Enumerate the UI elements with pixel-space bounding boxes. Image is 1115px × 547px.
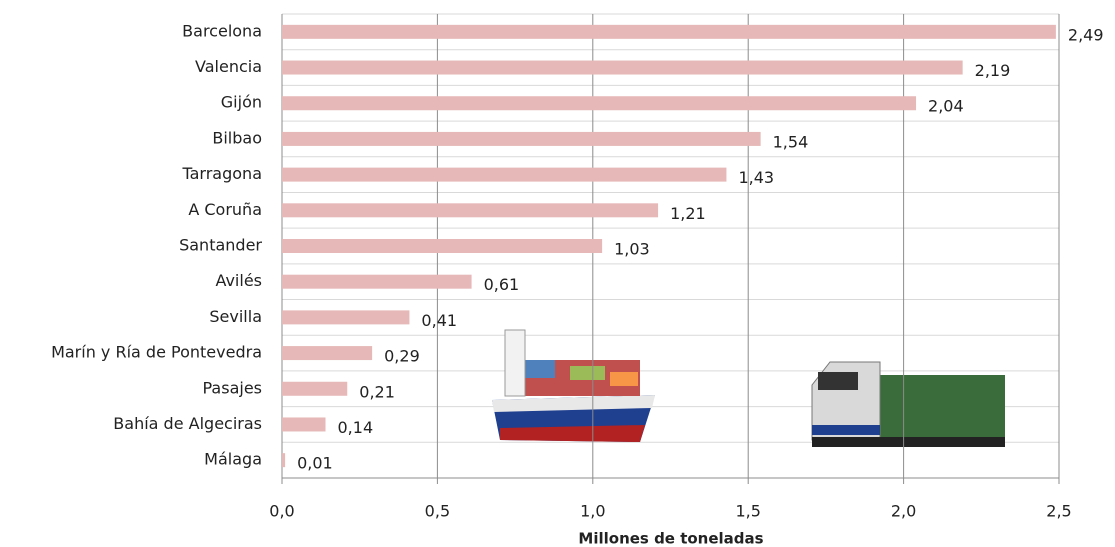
y-tick-label: Bilbao — [212, 128, 262, 147]
x-axis-title: Millones de toneladas — [578, 530, 763, 547]
y-tick-label: Málaga — [204, 450, 262, 469]
bar — [282, 131, 761, 146]
bar — [282, 274, 472, 289]
bar — [282, 167, 727, 182]
bar — [282, 24, 1056, 39]
value-label: 2,49 — [1068, 25, 1104, 44]
value-label: 1,03 — [614, 240, 650, 259]
y-tick-label: Gijón — [221, 93, 262, 112]
value-label: 0,01 — [297, 454, 333, 473]
bar — [282, 96, 917, 111]
y-tick-label: Marín y Ría de Pontevedra — [51, 343, 262, 362]
bar — [282, 346, 373, 361]
bar — [282, 203, 659, 218]
x-tick-label: 1,0 — [580, 502, 605, 521]
y-tick-label: Sevilla — [209, 307, 262, 326]
value-label: 0,21 — [359, 382, 395, 401]
y-tick-label: Tarragona — [182, 164, 263, 183]
x-tick-label: 0,0 — [269, 502, 294, 521]
train-picture — [811, 361, 1005, 447]
x-tick-label: 0,5 — [425, 502, 450, 521]
y-tick-label: Barcelona — [182, 21, 262, 40]
value-label: 0,29 — [384, 347, 420, 366]
value-label: 0,61 — [484, 275, 520, 294]
value-label: 1,43 — [738, 168, 774, 187]
bar — [282, 417, 326, 432]
x-tick-label: 1,5 — [735, 502, 760, 521]
ship-picture — [492, 329, 655, 442]
value-label: 2,19 — [975, 61, 1011, 80]
value-label: 0,41 — [421, 311, 457, 330]
bar — [282, 60, 963, 75]
y-tick-label: Santander — [179, 236, 262, 255]
x-tick-label: 2,0 — [891, 502, 916, 521]
value-label: 1,21 — [670, 204, 706, 223]
y-tick-label: Bahía de Algeciras — [113, 414, 262, 433]
bar — [282, 239, 603, 253]
x-tick-label: 2,5 — [1046, 502, 1071, 521]
bar — [282, 381, 348, 396]
value-label: 1,54 — [773, 132, 809, 151]
value-label: 2,04 — [928, 97, 964, 116]
y-tick-label: Pasajes — [203, 378, 263, 397]
value-label: 0,14 — [338, 418, 374, 437]
bar — [282, 453, 286, 468]
y-tick-label: A Coruña — [188, 200, 262, 219]
bar — [282, 310, 410, 325]
y-tick-label: Valencia — [195, 57, 262, 76]
y-tick-label: Avilés — [215, 271, 262, 290]
